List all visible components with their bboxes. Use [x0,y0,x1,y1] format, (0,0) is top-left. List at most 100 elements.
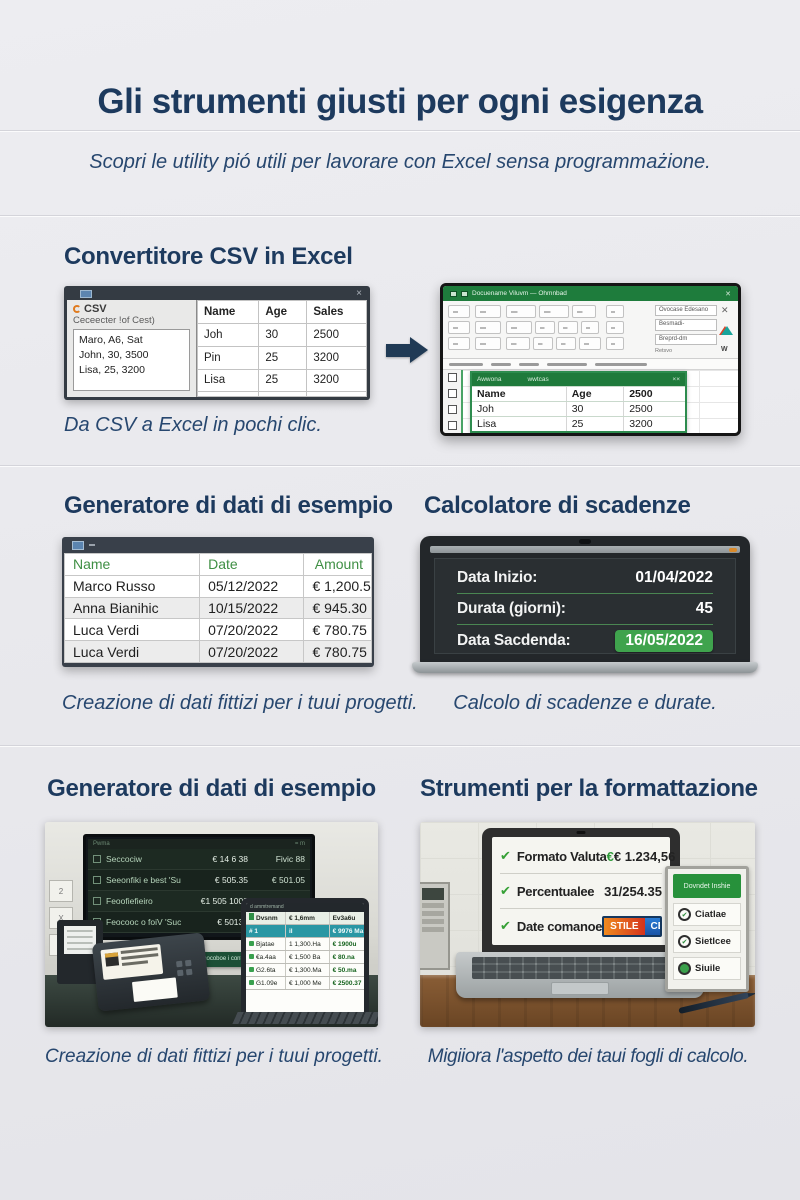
ribbon-button[interactable] [448,305,470,318]
ribbon-button[interactable] [535,321,555,334]
excel-window: Docuename Viluvm — Ohmnbad ✕ [440,283,741,436]
csv-app-sublabel: Ceceecter !of Cest) [73,315,155,326]
cell: € 14 6 38 [212,854,248,864]
side-reference-card: Dovndet Inshie ✔ Ciatlae ✔ Sietlcee Siui… [665,866,749,992]
checkbox-icon[interactable] [93,876,101,884]
cell: Bjatae [246,938,285,950]
celle-button[interactable]: CELLE [644,917,661,935]
csv-preview-table: Name Age Sales Joh 30 2500 Pin 25 3200 [196,300,367,397]
cell: Age [565,387,624,401]
cell: Luca Verdi [63,640,201,663]
ribbon-button[interactable] [581,321,599,334]
cell: 10/15/2022 [199,596,305,620]
checklist-row: ✔ Date comanoe STILE CELLE [500,909,662,943]
laptop-toolbar [430,546,740,553]
deadline-field-row: Data Inizio: 01/04/2022 [457,563,713,594]
csv-line: John, 30, 3500 [79,349,149,362]
formatting-caption: Migiiora l'aspetto dei taui fogli di cal… [427,1046,749,1067]
laptop-screen: ✔ Formato Valuta €€ 1.234,56 ✔ Percentua… [482,828,680,952]
cell: 30 [258,322,308,347]
cell: € 780.75 [303,618,372,642]
ribbon-button[interactable] [606,337,624,350]
device-screen [64,926,96,954]
delete-icon[interactable]: ✕ [721,305,729,315]
page-subtitle: Scopri le utility pió utili per lavorare… [89,151,711,173]
ribbon-button[interactable] [475,321,501,334]
cell: 3200 [306,368,367,393]
window-button-icon[interactable] [450,290,457,297]
checkbox-icon[interactable] [93,897,101,905]
ribbon-button[interactable] [506,321,532,334]
laptop-camera-icon [576,831,586,834]
table-row: Joh 30 2500 [196,322,367,347]
cell: Feoofiefieiro [106,896,153,906]
page-title: Gli strumenti giusti per ogni esigenza [97,82,703,121]
ribbon-button[interactable] [448,337,470,350]
ribbon-button[interactable] [448,321,470,334]
chart-icon[interactable] [721,326,733,335]
ribbon-button[interactable] [533,337,553,350]
window-button-icon[interactable] [461,290,468,297]
monitor-controls: = m [294,841,305,847]
style-buttons: STILE CELLE [602,915,662,937]
monitor-title: Pwma [93,841,110,847]
monitor-row: Seccociw € 14 6 38 Fivic 88 [88,849,310,870]
row-checkbox[interactable] [448,405,457,414]
row-checkbox[interactable] [448,373,457,382]
ribbon-button[interactable] [606,305,624,318]
close-icon[interactable]: ×× [672,376,680,383]
cell: € 505.35 [214,875,248,885]
ribbon-input[interactable]: Besmadi- [655,319,717,331]
ribbon-button[interactable] [506,337,530,350]
cell: € 501.05 [271,875,305,885]
ribbon-button[interactable] [475,305,501,318]
label-icon [104,952,120,967]
ribbon-button[interactable] [556,337,576,350]
row-checkbox[interactable] [448,389,457,398]
sample-data-table: Name Date Amount Marco Russo 05/12/2022 … [63,553,372,663]
section-deadline-heading: Calcolatore di scadenze [424,492,691,519]
ribbon-button[interactable] [606,321,624,334]
csv-input-pane: CSV Ceceecter !of Cest) Maro, A6, Sat Jo… [67,300,197,397]
deadline-field-row: Data Sacdenda: 16/05/2022 [457,625,713,656]
tablet-row: G1.09e € 1,000 Me € 2500.37 [246,977,364,990]
check-icon: ✔ [500,883,511,898]
cell: 1 1,300.Ha [284,938,329,950]
duration-input[interactable]: 45 [695,600,713,617]
csv-window-titlebar: × [64,288,370,300]
pos-terminal [91,932,211,1012]
section-csv-heading: Convertitore CSV in Excel [64,243,353,270]
ribbon-button[interactable] [579,337,601,350]
ribbon-input[interactable]: Breprd-dm [655,333,717,345]
table-row: Luca Verdi 07/20/2022 € 780.75 [63,618,372,642]
cell: Name [477,388,506,400]
pen-icon[interactable]: W [721,346,728,353]
cell: € 780.75 [303,640,372,663]
cell: Anna Bianihic [63,596,201,620]
stile-button[interactable]: STILE [604,917,645,935]
cell: Fivic 88 [275,854,305,864]
generator-caption: Creazione di dati fittizi per i tuui pro… [62,692,418,714]
cell: € 50135 [217,917,248,927]
laptop-camera-icon [579,539,591,544]
ribbon-input[interactable]: Ovocase Edesano [655,305,717,317]
cell: Seeonfiki e best 'Suc [106,875,181,885]
close-icon[interactable]: ✕ [725,290,731,298]
date-input[interactable]: 01/04/2022 [635,569,713,586]
cell: €1 505 1002 [200,896,248,906]
ribbon-button[interactable] [506,305,536,318]
ribbon-button[interactable] [558,321,578,334]
cell: 07/20/2022 [199,618,305,642]
card-item-label: Siuile [695,963,721,974]
table-row-empty [196,391,367,397]
ribbon-button[interactable] [539,305,569,318]
close-icon[interactable]: × [356,288,362,299]
checkbox-icon[interactable] [93,855,101,863]
row-checkbox[interactable] [448,421,457,430]
ribbon-button[interactable] [475,337,501,350]
cell: 3200 [306,345,367,370]
window-app-icon [72,541,84,550]
field-label: Durata (giorni): [457,600,566,617]
csv-text-input[interactable]: Maro, A6, Sat John, 30, 3500 Lisa, 25, 3… [73,329,190,391]
ribbon-button[interactable] [572,305,596,318]
